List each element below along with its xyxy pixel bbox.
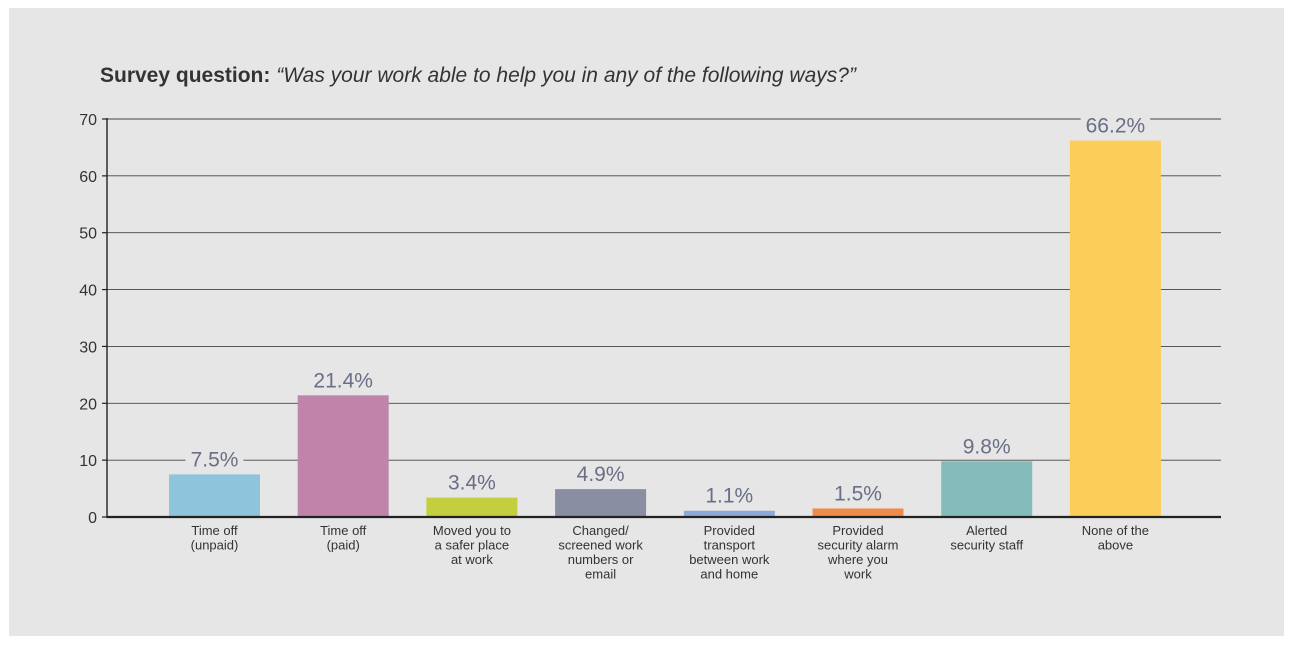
category-label: None of the above bbox=[1082, 523, 1149, 553]
category-label-line: a safer place bbox=[435, 538, 509, 553]
value-label: 9.8% bbox=[963, 435, 1011, 458]
category-label-line: Time off bbox=[320, 523, 367, 538]
axes bbox=[106, 118, 1221, 519]
chart-title: Survey question: “Was your work able to … bbox=[100, 63, 856, 88]
bar bbox=[812, 508, 904, 517]
category-label-line: Time off bbox=[191, 523, 238, 538]
category-label-line: security staff bbox=[950, 538, 1023, 553]
category-label-line: Provided bbox=[704, 523, 755, 538]
category-label-line: at work bbox=[451, 552, 493, 567]
category-label: Alerted security staff bbox=[950, 523, 1023, 553]
value-label: 4.9% bbox=[577, 463, 625, 486]
bar bbox=[297, 395, 389, 517]
value-labels: 7.5% 21.4% 3.4% 4.9% 1.1% 1.5% 9.8% 66.2% bbox=[185, 113, 1151, 508]
value-label-bg bbox=[700, 483, 759, 508]
category-label: Changed/screened work numbers or email bbox=[558, 523, 643, 582]
y-tick-label: 60 bbox=[79, 169, 97, 186]
bar bbox=[683, 510, 775, 517]
category-label: Moved you to a safer place at work bbox=[433, 523, 511, 567]
y-tick-label: 0 bbox=[88, 510, 97, 527]
category-label-line: numbers or bbox=[568, 552, 634, 567]
y-tick-label: 10 bbox=[79, 453, 97, 470]
bar bbox=[169, 474, 260, 517]
value-label: 1.5% bbox=[834, 482, 882, 505]
category-label-line: screened work bbox=[558, 538, 643, 553]
category-label: Provided transport between work and home bbox=[689, 523, 770, 582]
title-question: “Was your work able to help you in any o… bbox=[276, 64, 856, 87]
category-label-line: between work bbox=[689, 552, 770, 567]
bar bbox=[555, 489, 647, 517]
category-label-line: (unpaid) bbox=[191, 538, 239, 553]
y-tick-label: 50 bbox=[79, 226, 97, 243]
y-tick-label: 30 bbox=[79, 339, 97, 356]
category-label: Provided security alarm where you work bbox=[818, 523, 899, 582]
bar bbox=[1069, 140, 1161, 517]
y-axis-ticks: 0 10 20 30 40 50 60 70 bbox=[79, 112, 107, 527]
value-label-bg bbox=[442, 470, 501, 495]
value-label-bg bbox=[185, 447, 244, 472]
category-label-line: security alarm bbox=[818, 538, 899, 553]
category-label-line: where you bbox=[827, 552, 888, 567]
category-label-line: work bbox=[843, 567, 872, 582]
category-label-line: Moved you to bbox=[433, 523, 511, 538]
value-label-bg bbox=[957, 434, 1016, 459]
category-label-line: (paid) bbox=[327, 538, 360, 553]
value-label: 21.4% bbox=[313, 369, 373, 392]
value-label: 66.2% bbox=[1086, 115, 1146, 138]
y-tick-label: 40 bbox=[79, 283, 97, 300]
bar bbox=[941, 461, 1033, 517]
category-label-line: None of the bbox=[1082, 523, 1149, 538]
value-label: 3.4% bbox=[448, 472, 496, 495]
bar bbox=[426, 497, 518, 517]
gridlines bbox=[107, 118, 1221, 461]
y-tick-label: 20 bbox=[79, 396, 97, 413]
value-label-bg bbox=[308, 368, 378, 393]
category-label-line: Alerted bbox=[966, 523, 1007, 538]
category-label: Time off (paid) bbox=[320, 523, 367, 553]
value-label: 1.1% bbox=[705, 485, 753, 508]
value-label: 7.5% bbox=[191, 448, 239, 471]
category-label-line: Provided bbox=[832, 523, 883, 538]
title-lead: Survey question: bbox=[100, 64, 271, 87]
category-labels: Time off (unpaid)Time off (paid)Moved you … bbox=[191, 523, 1149, 582]
category-label: Time off (unpaid) bbox=[191, 523, 239, 553]
category-label-line: transport bbox=[704, 538, 756, 553]
value-label-bg bbox=[571, 462, 630, 487]
category-label-line: above bbox=[1098, 538, 1133, 553]
category-label-line: email bbox=[585, 567, 616, 582]
value-label-bg bbox=[1080, 113, 1151, 138]
category-label-line: Changed/ bbox=[572, 523, 629, 538]
value-label-bg bbox=[829, 481, 887, 506]
y-tick-label: 70 bbox=[79, 112, 97, 129]
bars bbox=[169, 140, 1161, 517]
category-label-line: and home bbox=[700, 567, 758, 582]
